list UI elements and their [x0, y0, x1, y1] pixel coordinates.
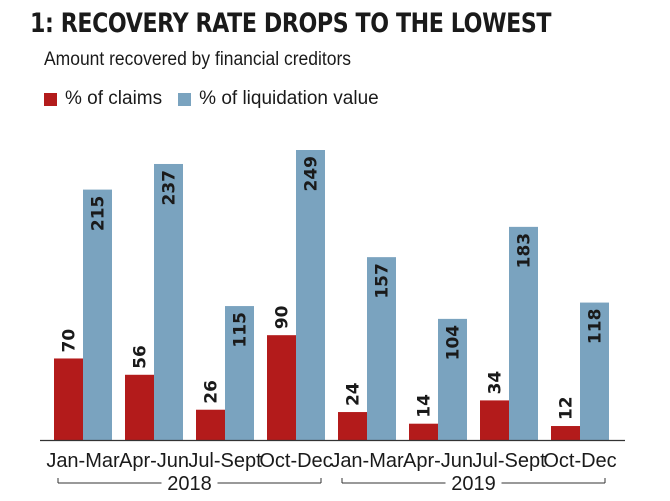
value-label-claims-3: 90 [273, 305, 293, 329]
legend-swatch-liquidation [178, 92, 192, 106]
value-label-claims-1: 56 [131, 345, 151, 369]
bar-liquidation-1 [154, 163, 183, 441]
bar-liquidation-6 [509, 226, 538, 440]
legend-label-claims: % of claims [65, 88, 163, 109]
value-label-liquidation-0: 215 [89, 196, 109, 232]
bar-liquidation-0 [83, 189, 112, 440]
value-label-liquidation-1: 237 [160, 170, 180, 206]
bar-liquidation-7 [580, 302, 609, 440]
value-label-liquidation-2: 115 [231, 312, 251, 348]
value-label-claims-4: 24 [344, 382, 364, 406]
value-label-liquidation-3: 249 [302, 156, 322, 192]
category-label-4: Jan-Mar [330, 450, 404, 472]
category-label-0: Jan-Mar [46, 450, 120, 472]
bar-liquidation-4 [367, 257, 396, 440]
category-label-1: Apr-Jun [119, 450, 189, 472]
legend-item-liquidation: % of liquidation value [178, 88, 379, 110]
bar-claims-0 [54, 358, 83, 440]
category-label-7: Oct-Dec [543, 450, 616, 472]
value-label-liquidation-7: 118 [586, 309, 606, 345]
category-label-2: Jul-Sept [188, 450, 262, 472]
value-label-claims-2: 26 [202, 380, 222, 404]
chart-subtitle: Amount recovered by financial creditors [44, 49, 352, 70]
value-label-liquidation-6: 183 [515, 233, 535, 269]
value-label-claims-0: 70 [60, 329, 80, 353]
bar-claims-1 [125, 374, 154, 440]
legend-item-claims: % of claims [44, 88, 162, 110]
category-label-6: Jul-Sept [472, 450, 546, 472]
bar-liquidation-5 [438, 318, 467, 440]
bar-liquidation-2 [225, 306, 254, 440]
legend-swatch-claims [44, 92, 57, 106]
value-label-claims-7: 12 [557, 396, 577, 420]
bar-claims-4 [338, 412, 367, 440]
value-label-liquidation-5: 104 [444, 325, 464, 361]
bar-claims-2 [196, 409, 225, 440]
legend-label-liquidation: % of liquidation value [199, 88, 379, 109]
value-label-claims-6: 34 [486, 371, 506, 395]
category-label-5: Apr-Jun [403, 450, 473, 472]
year-label-1: 2019 [451, 473, 496, 495]
bar-claims-7 [551, 426, 580, 440]
bar-liquidation-3 [296, 150, 325, 440]
category-label-3: Oct-Dec [259, 450, 332, 472]
bar-claims-3 [267, 335, 296, 440]
value-label-claims-5: 14 [415, 394, 435, 418]
bar-claims-6 [480, 400, 509, 440]
chart-title: 1: RECOVERY RATE DROPS TO THE LOWEST [30, 8, 552, 39]
legend: % of claims % of liquidation value [44, 88, 395, 110]
bar-claims-5 [409, 423, 438, 440]
year-label-0: 2018 [167, 473, 212, 495]
value-label-liquidation-4: 157 [373, 263, 393, 299]
